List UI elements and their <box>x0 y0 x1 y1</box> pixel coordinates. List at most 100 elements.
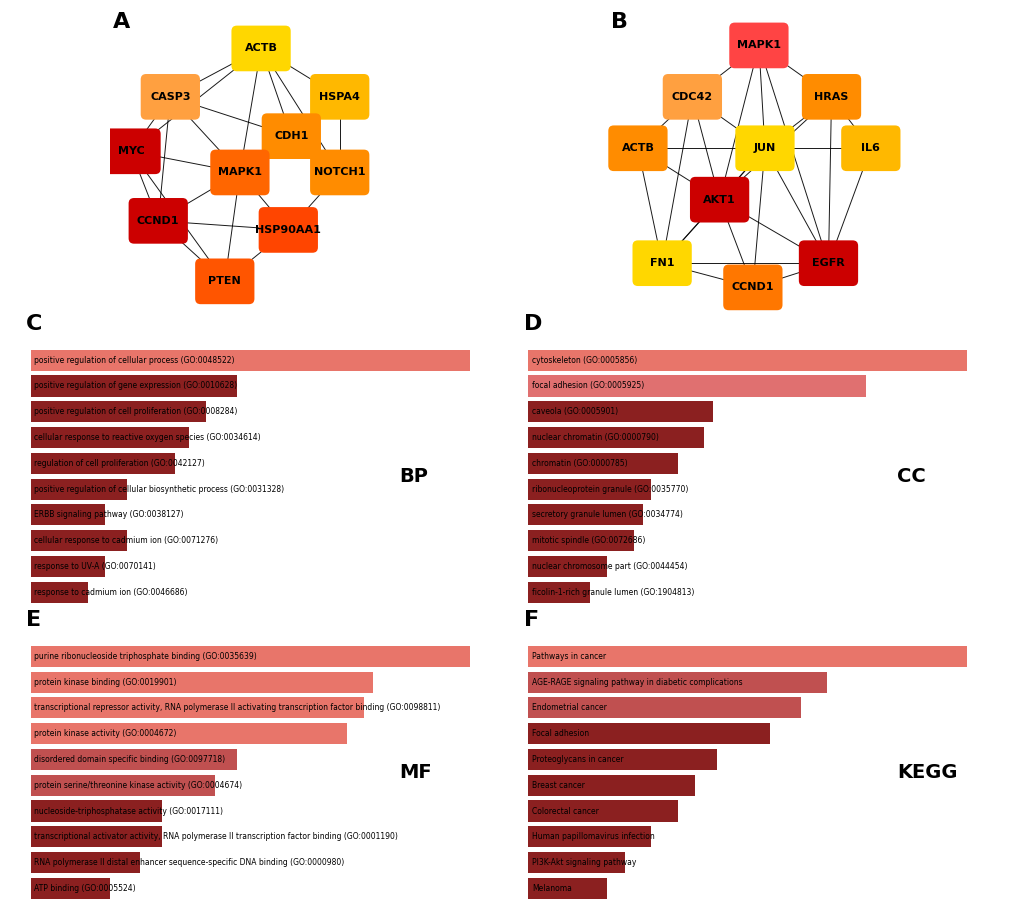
Bar <box>528 478 651 499</box>
Text: ACTB: ACTB <box>621 143 654 153</box>
Text: PI3K-Akt signaling pathway: PI3K-Akt signaling pathway <box>532 858 636 867</box>
FancyBboxPatch shape <box>662 74 721 120</box>
Text: positive regulation of cellular biosynthetic process (GO:0031328): positive regulation of cellular biosynth… <box>34 485 284 494</box>
Bar <box>31 504 105 526</box>
Text: A: A <box>113 12 130 32</box>
Text: focal adhesion (GO:0005925): focal adhesion (GO:0005925) <box>532 382 644 391</box>
Bar <box>528 401 712 423</box>
Text: MAPK1: MAPK1 <box>736 40 781 50</box>
Text: D: D <box>524 314 542 334</box>
Text: F: F <box>524 611 538 630</box>
Bar <box>528 556 607 577</box>
Text: E: E <box>25 611 41 630</box>
Text: IL6: IL6 <box>860 143 879 153</box>
Text: regulation of cell proliferation (GO:0042127): regulation of cell proliferation (GO:004… <box>34 459 205 467</box>
Bar <box>31 852 141 873</box>
Bar <box>31 453 175 474</box>
Text: PTEN: PTEN <box>208 277 240 287</box>
Bar <box>528 877 607 899</box>
Bar <box>31 478 127 499</box>
Text: HRAS: HRAS <box>813 92 848 102</box>
FancyBboxPatch shape <box>801 74 860 120</box>
Text: caveola (GO:0005901): caveola (GO:0005901) <box>532 407 618 416</box>
Text: CCND1: CCND1 <box>137 215 179 226</box>
Bar <box>528 582 589 603</box>
Bar <box>528 672 826 693</box>
Text: HSPA4: HSPA4 <box>319 92 360 102</box>
Text: nuclear chromatin (GO:0000790): nuclear chromatin (GO:0000790) <box>532 433 658 442</box>
Text: CDH1: CDH1 <box>274 131 308 142</box>
Text: MYC: MYC <box>117 146 145 156</box>
Text: KEGG: KEGG <box>897 763 957 782</box>
Bar <box>31 582 88 603</box>
Text: mitotic spindle (GO:0072686): mitotic spindle (GO:0072686) <box>532 536 645 545</box>
Text: MF: MF <box>399 763 432 782</box>
Text: Breast cancer: Breast cancer <box>532 781 584 790</box>
Text: AKT1: AKT1 <box>702 194 735 205</box>
Text: Proteoglycans in cancer: Proteoglycans in cancer <box>532 755 623 764</box>
Bar <box>31 877 109 899</box>
Bar <box>528 453 677 474</box>
Text: ACTB: ACTB <box>245 44 277 54</box>
FancyBboxPatch shape <box>128 198 187 244</box>
Text: ERBB signaling pathway (GO:0038127): ERBB signaling pathway (GO:0038127) <box>34 510 183 519</box>
Text: CC: CC <box>897 467 925 486</box>
FancyBboxPatch shape <box>259 207 318 253</box>
Text: protein kinase binding (GO:0019901): protein kinase binding (GO:0019901) <box>34 677 176 687</box>
Text: EGFR: EGFR <box>811 258 844 268</box>
FancyBboxPatch shape <box>310 74 369 120</box>
FancyBboxPatch shape <box>195 258 254 304</box>
Bar <box>528 826 651 847</box>
Bar <box>31 826 162 847</box>
Bar <box>31 723 346 744</box>
Bar <box>528 801 677 822</box>
Text: response to cadmium ion (GO:0046686): response to cadmium ion (GO:0046686) <box>34 588 187 597</box>
FancyBboxPatch shape <box>722 265 782 310</box>
Bar <box>31 698 364 719</box>
Text: JUN: JUN <box>753 143 775 153</box>
Bar <box>528 698 800 719</box>
Bar <box>31 350 469 371</box>
FancyBboxPatch shape <box>101 129 161 174</box>
Text: protein serine/threonine kinase activity (GO:0004674): protein serine/threonine kinase activity… <box>34 781 242 790</box>
Text: Colorectal cancer: Colorectal cancer <box>532 806 598 815</box>
FancyBboxPatch shape <box>689 177 749 223</box>
Bar <box>528 645 966 666</box>
Bar <box>31 749 236 770</box>
Bar <box>31 801 162 822</box>
Bar <box>528 375 865 396</box>
Bar <box>528 775 695 796</box>
Bar <box>528 530 633 551</box>
FancyBboxPatch shape <box>607 125 666 171</box>
Text: positive regulation of gene expression (GO:0010628): positive regulation of gene expression (… <box>34 382 237 391</box>
Text: protein kinase activity (GO:0004672): protein kinase activity (GO:0004672) <box>34 729 176 739</box>
Text: transcriptional activator activity, RNA polymerase II transcription factor bindi: transcriptional activator activity, RNA … <box>34 833 397 842</box>
Bar <box>528 350 966 371</box>
Text: ribonucleoprotein granule (GO:0035770): ribonucleoprotein granule (GO:0035770) <box>532 485 688 494</box>
FancyBboxPatch shape <box>841 125 900 171</box>
FancyBboxPatch shape <box>210 150 269 195</box>
Text: ficolin-1-rich granule lumen (GO:1904813): ficolin-1-rich granule lumen (GO:1904813… <box>532 588 694 597</box>
Text: CDC42: CDC42 <box>672 92 712 102</box>
FancyBboxPatch shape <box>632 240 691 286</box>
Bar <box>528 427 703 448</box>
Text: BP: BP <box>399 467 428 486</box>
Text: CASP3: CASP3 <box>150 92 191 102</box>
Bar <box>528 749 716 770</box>
Bar <box>31 530 127 551</box>
Text: purine ribonucleoside triphosphate binding (GO:0035639): purine ribonucleoside triphosphate bindi… <box>34 652 257 661</box>
Text: positive regulation of cell proliferation (GO:0008284): positive regulation of cell proliferatio… <box>34 407 237 416</box>
FancyBboxPatch shape <box>735 125 794 171</box>
Text: Focal adhesion: Focal adhesion <box>532 729 589 739</box>
Text: cellular response to cadmium ion (GO:0071276): cellular response to cadmium ion (GO:007… <box>34 536 218 545</box>
Text: CCND1: CCND1 <box>731 282 773 292</box>
Text: B: B <box>610 12 627 32</box>
FancyBboxPatch shape <box>798 240 857 286</box>
Bar <box>528 723 769 744</box>
FancyBboxPatch shape <box>310 150 369 195</box>
FancyBboxPatch shape <box>729 23 788 68</box>
FancyBboxPatch shape <box>141 74 200 120</box>
Text: NOTCH1: NOTCH1 <box>314 167 365 177</box>
Text: RNA polymerase II distal enhancer sequence-specific DNA binding (GO:0000980): RNA polymerase II distal enhancer sequen… <box>34 858 344 867</box>
Text: Pathways in cancer: Pathways in cancer <box>532 652 605 661</box>
